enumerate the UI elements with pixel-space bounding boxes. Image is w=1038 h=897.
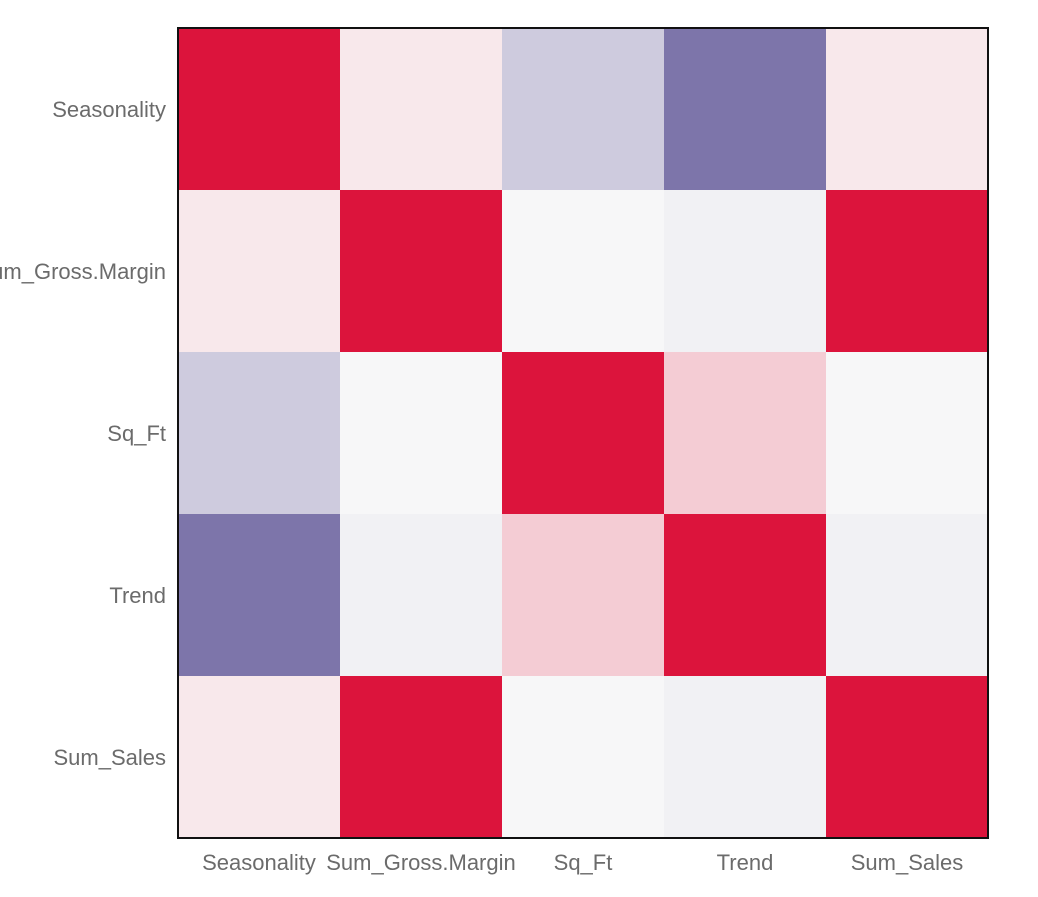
heatmap-cell-1-3 <box>664 190 827 353</box>
heatmap-cell-0-2 <box>502 28 665 191</box>
x-tick-label: Sum_Sales <box>851 850 964 875</box>
heatmap-cell-3-0 <box>178 514 341 677</box>
heatmap-cell-3-4 <box>826 514 989 677</box>
heatmap-cell-1-0 <box>178 190 341 353</box>
heatmap-cell-3-3 <box>664 514 827 677</box>
heatmap-cell-4-2 <box>502 676 665 839</box>
y-tick-label: Seasonality <box>52 97 166 122</box>
heatmap-cell-1-2 <box>502 190 665 353</box>
heatmap-cell-4-0 <box>178 676 341 839</box>
plot-border <box>177 27 989 839</box>
heatmap-cell-2-1 <box>340 352 503 515</box>
heatmap-cell-2-0 <box>178 352 341 515</box>
x-tick-label: Sq_Ft <box>554 850 613 875</box>
x-tick-label: Seasonality <box>202 850 316 875</box>
heatmap-cell-2-3 <box>664 352 827 515</box>
y-tick-label: Sum_Sales <box>53 745 166 770</box>
heatmap-cells <box>178 28 989 839</box>
y-tick-label: Sq_Ft <box>107 421 166 446</box>
heatmap-cell-0-1 <box>340 28 503 191</box>
heatmap-cell-1-4 <box>826 190 989 353</box>
x-tick-label: Trend <box>717 850 774 875</box>
heatmap-cell-3-1 <box>340 514 503 677</box>
heatmap-cell-0-0 <box>178 28 341 191</box>
x-tick-label: Sum_Gross.Margin <box>326 850 516 875</box>
y-tick-label: Trend <box>109 583 166 608</box>
heatmap-cell-1-1 <box>340 190 503 353</box>
y-axis-labels: Seasonality Sum_Gross.Margin Sq_Ft Trend Sum… <box>0 97 166 770</box>
y-tick-label: Sum_Gross.Margin <box>0 259 166 284</box>
heatmap-cell-3-2 <box>502 514 665 677</box>
heatmap-cell-4-1 <box>340 676 503 839</box>
heatmap-cell-0-4 <box>826 28 989 191</box>
heatmap-cell-4-4 <box>826 676 989 839</box>
heatmap-cell-2-4 <box>826 352 989 515</box>
x-axis-labels: Seasonality Sum_Gross.Margin Sq_Ft Trend Sum… <box>202 850 963 875</box>
heatmap-cell-2-2 <box>502 352 665 515</box>
heatmap-cell-4-3 <box>664 676 827 839</box>
heatmap-cell-0-3 <box>664 28 827 191</box>
